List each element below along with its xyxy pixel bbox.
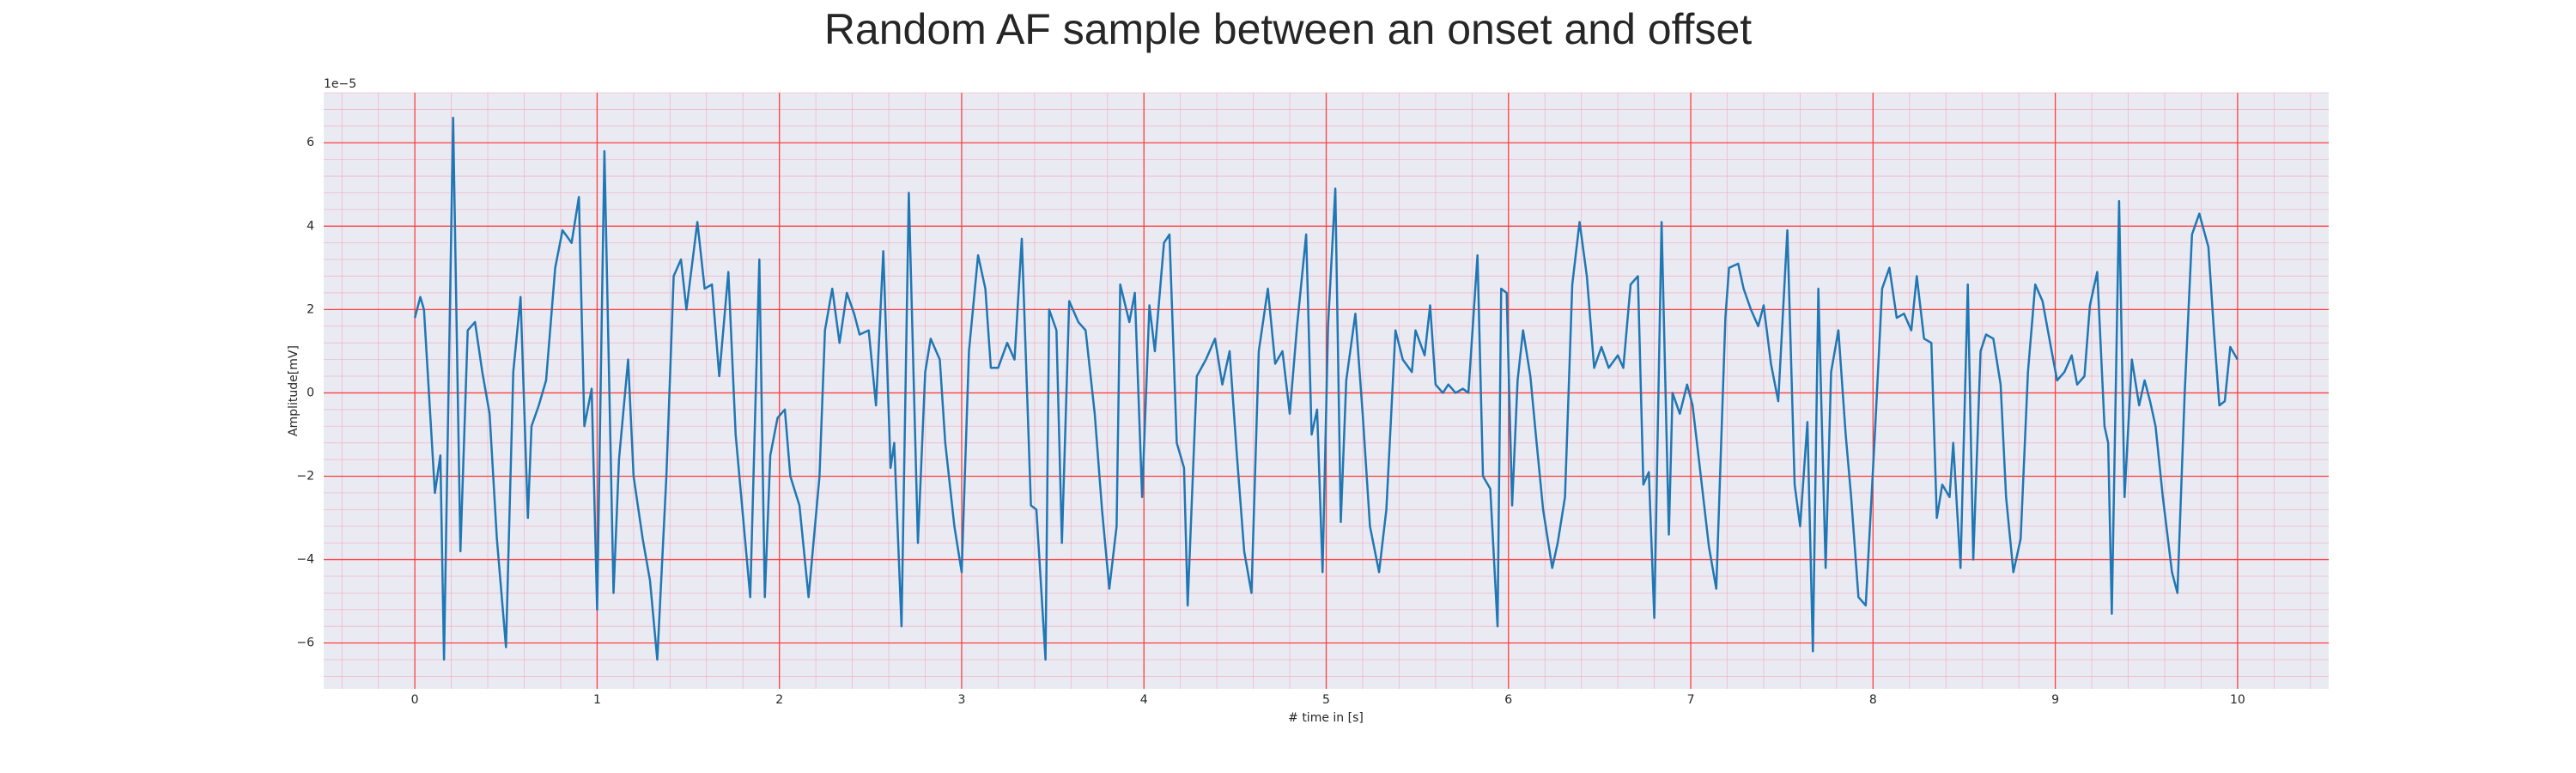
- y-tick-label: 2: [307, 302, 314, 316]
- y-axis-label: Amplitude[mV]: [287, 345, 301, 436]
- y-tick-label: −2: [296, 469, 314, 483]
- data-line: [413, 116, 2239, 661]
- y-tick-label: −6: [296, 636, 314, 650]
- x-tick-label: 2: [775, 693, 783, 707]
- y-tick-label: 0: [307, 386, 314, 399]
- x-tick-label: 1: [593, 693, 601, 707]
- y-offset-label: 1e−5: [324, 77, 356, 91]
- x-tick-label: 4: [1140, 693, 1148, 707]
- x-tick-label: 5: [1322, 693, 1330, 707]
- x-tick-label: 10: [2230, 693, 2245, 707]
- x-axis-label: # time in [s]: [1288, 711, 1364, 725]
- x-tick-label: 6: [1504, 693, 1512, 707]
- x-tick-label: 3: [957, 693, 965, 707]
- x-tick-label: 8: [1869, 693, 1877, 707]
- y-tick-label: 4: [307, 219, 314, 233]
- marks: [413, 116, 2239, 661]
- x-tick-label: 0: [411, 693, 419, 707]
- chart-title: Random AF sample between an onset and of…: [824, 5, 1752, 53]
- y-tick-label: −4: [296, 553, 314, 567]
- x-tick-label: 7: [1687, 693, 1695, 707]
- y-tick-label: 6: [307, 136, 314, 149]
- x-tick-label: 9: [2051, 693, 2059, 707]
